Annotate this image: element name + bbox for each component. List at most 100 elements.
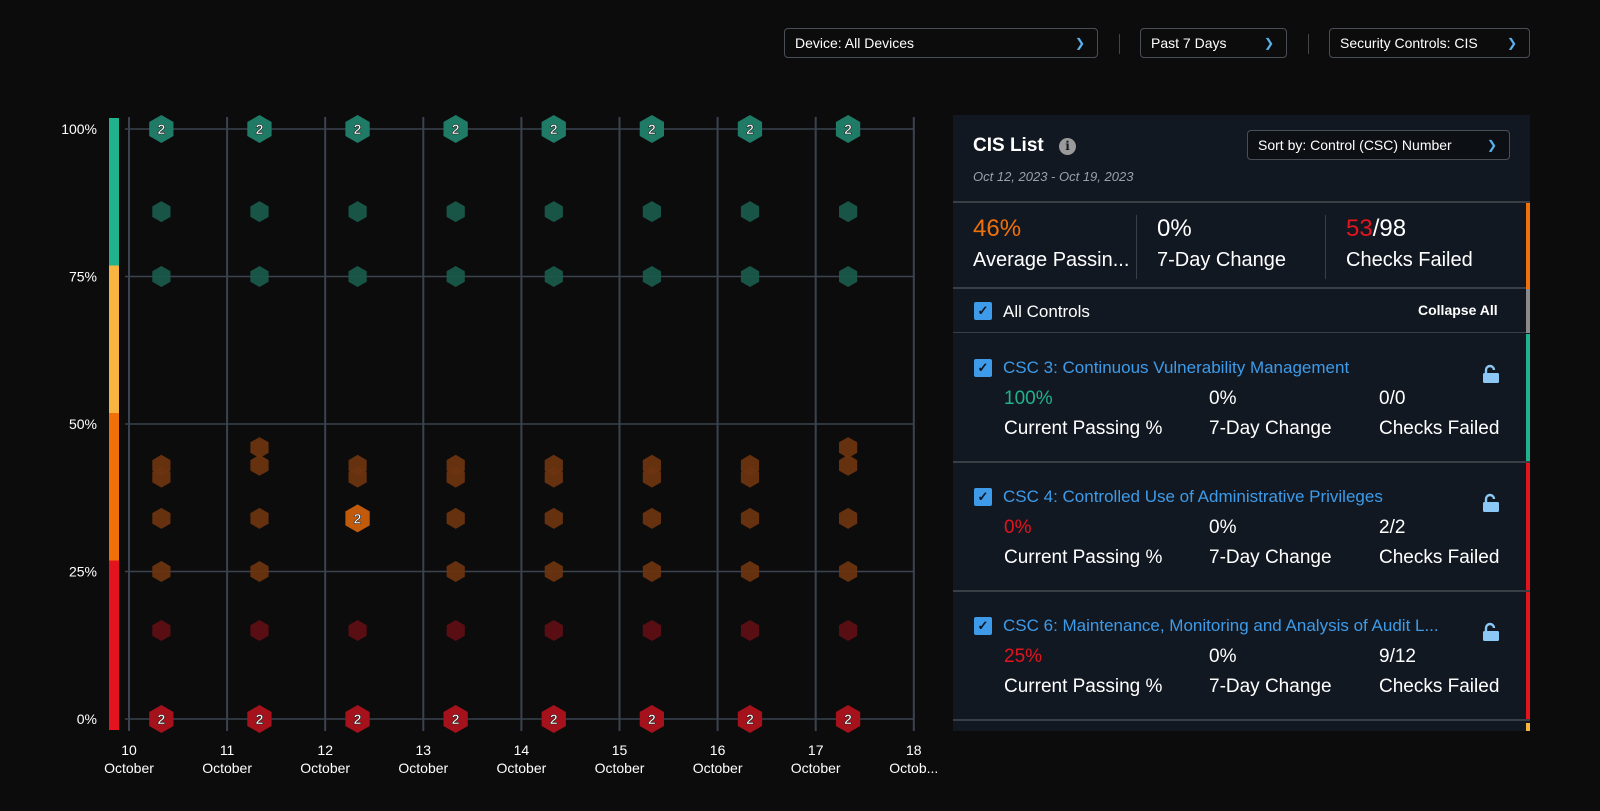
data-point-hex[interactable] — [541, 115, 566, 143]
data-point-hex[interactable] — [839, 561, 858, 582]
data-point-hex[interactable] — [839, 266, 858, 287]
data-point-hex[interactable] — [544, 466, 563, 488]
unlock-icon[interactable] — [1482, 364, 1500, 384]
data-point-hex[interactable] — [642, 561, 661, 582]
control-name-link[interactable]: CSC 4: Controlled Use of Administrative … — [1003, 487, 1383, 506]
data-point-hex[interactable] — [446, 620, 465, 641]
all-controls-checkbox[interactable]: ✓ — [974, 302, 992, 320]
point-count-label: 2 — [157, 711, 165, 727]
sort-dropdown[interactable]: Sort by: Control (CSC) Number ❯ — [1247, 130, 1510, 160]
divider — [1119, 34, 1120, 54]
data-point-hex[interactable] — [740, 266, 760, 287]
y-tick-label: 75% — [69, 269, 97, 285]
data-point-hex[interactable] — [839, 507, 858, 529]
data-point-hex[interactable] — [642, 620, 661, 641]
data-point-hex[interactable] — [152, 507, 171, 529]
data-point-hex[interactable] — [642, 466, 661, 488]
control-checkbox[interactable]: ✓ — [974, 359, 992, 377]
data-point-hex[interactable] — [152, 201, 171, 223]
data-point-hex[interactable] — [835, 115, 861, 143]
x-tick-label: October — [398, 760, 448, 776]
data-point-hex[interactable] — [247, 115, 272, 143]
data-point-hex[interactable] — [639, 705, 664, 733]
chevron-down-icon: ❯ — [1263, 36, 1274, 50]
control-checkbox[interactable]: ✓ — [974, 617, 992, 635]
data-point-hex[interactable] — [740, 620, 760, 641]
data-point-hex[interactable] — [737, 705, 763, 733]
data-point-hex[interactable] — [544, 266, 563, 287]
data-point-hex[interactable] — [250, 454, 269, 476]
data-point-hex[interactable] — [740, 561, 760, 582]
data-point-hex[interactable] — [740, 507, 760, 529]
passing-value: 25% — [1004, 646, 1043, 667]
data-point-hex[interactable] — [348, 466, 367, 488]
control-name-link[interactable]: CSC 6: Maintenance, Monitoring and Analy… — [1003, 616, 1439, 635]
control-name-link[interactable]: CSC 3: Continuous Vulnerability Manageme… — [1003, 358, 1350, 377]
data-point-hex[interactable] — [839, 454, 858, 476]
data-point-hex[interactable] — [642, 507, 661, 529]
data-point-hex[interactable] — [639, 115, 664, 143]
data-point-hex[interactable] — [839, 201, 858, 223]
data-point-hex[interactable] — [740, 201, 760, 223]
data-point-hex[interactable] — [149, 705, 174, 733]
data-point-hex[interactable] — [642, 201, 661, 223]
data-point-hex[interactable] — [348, 201, 367, 223]
data-point-hex[interactable] — [250, 620, 269, 641]
data-point-hex[interactable] — [345, 504, 370, 533]
data-point-hex[interactable] — [250, 561, 269, 582]
data-point-hex[interactable] — [152, 561, 171, 582]
data-point-hex[interactable] — [250, 201, 269, 223]
data-point-hex[interactable] — [737, 115, 763, 143]
point-count-label: 2 — [452, 711, 460, 727]
collapse-all-button[interactable]: Collapse All — [1418, 302, 1498, 318]
data-point-hex[interactable] — [544, 561, 563, 582]
unlock-icon[interactable] — [1482, 622, 1500, 642]
data-point-hex[interactable] — [446, 561, 465, 582]
data-point-hex[interactable] — [152, 466, 171, 488]
data-point-hex[interactable] — [443, 705, 468, 733]
x-tick-label: October — [202, 760, 252, 776]
data-point-hex[interactable] — [152, 266, 171, 287]
data-point-hex[interactable] — [740, 466, 760, 488]
data-point-hex[interactable] — [250, 437, 269, 459]
data-point-hex[interactable] — [247, 705, 272, 733]
data-point-hex[interactable] — [544, 620, 563, 641]
data-point-hex[interactable] — [345, 705, 370, 733]
date-range: Oct 12, 2023 - Oct 19, 2023 — [973, 169, 1134, 184]
data-point-hex[interactable] — [446, 201, 465, 223]
data-point-hex[interactable] — [250, 507, 269, 529]
data-point-hex[interactable] — [835, 705, 861, 733]
passing-label: Current Passing % — [1004, 418, 1163, 439]
summary-stats: 46% Average Passin... 0% 7-Day Change 53/9… — [953, 201, 1530, 289]
data-point-hex[interactable] — [544, 201, 563, 223]
control-item: ✓ CSC 4: Controlled Use of Administrativ… — [953, 463, 1530, 592]
data-point-hex[interactable] — [348, 620, 367, 641]
device-filter-dropdown[interactable]: Device: All Devices ❯ — [784, 28, 1098, 58]
point-count-label: 2 — [354, 121, 362, 137]
data-point-hex[interactable] — [443, 115, 468, 143]
control-item: ✓ CSC 6: Maintenance, Monitoring and Ana… — [953, 592, 1530, 721]
controls-filter-dropdown[interactable]: Security Controls: CIS ❯ — [1329, 28, 1530, 58]
data-point-hex[interactable] — [348, 266, 367, 287]
x-tick-label: 18 — [906, 742, 922, 758]
data-point-hex[interactable] — [839, 620, 858, 641]
change-label: 7-Day Change — [1209, 418, 1332, 439]
data-point-hex[interactable] — [446, 507, 465, 529]
data-point-hex[interactable] — [446, 266, 465, 287]
data-point-hex[interactable] — [544, 507, 563, 529]
data-point-hex[interactable] — [541, 705, 566, 733]
point-count-label: 2 — [452, 121, 460, 137]
divider — [1136, 215, 1137, 279]
data-point-hex[interactable] — [839, 437, 858, 459]
point-count-label: 2 — [256, 121, 264, 137]
control-checkbox[interactable]: ✓ — [974, 488, 992, 506]
data-point-hex[interactable] — [446, 466, 465, 488]
data-point-hex[interactable] — [152, 620, 171, 641]
info-icon[interactable]: i — [1059, 138, 1076, 155]
data-point-hex[interactable] — [345, 115, 370, 143]
period-filter-dropdown[interactable]: Past 7 Days ❯ — [1140, 28, 1287, 58]
data-point-hex[interactable] — [642, 266, 661, 287]
data-point-hex[interactable] — [250, 266, 269, 287]
data-point-hex[interactable] — [149, 115, 174, 143]
unlock-icon[interactable] — [1482, 493, 1500, 513]
